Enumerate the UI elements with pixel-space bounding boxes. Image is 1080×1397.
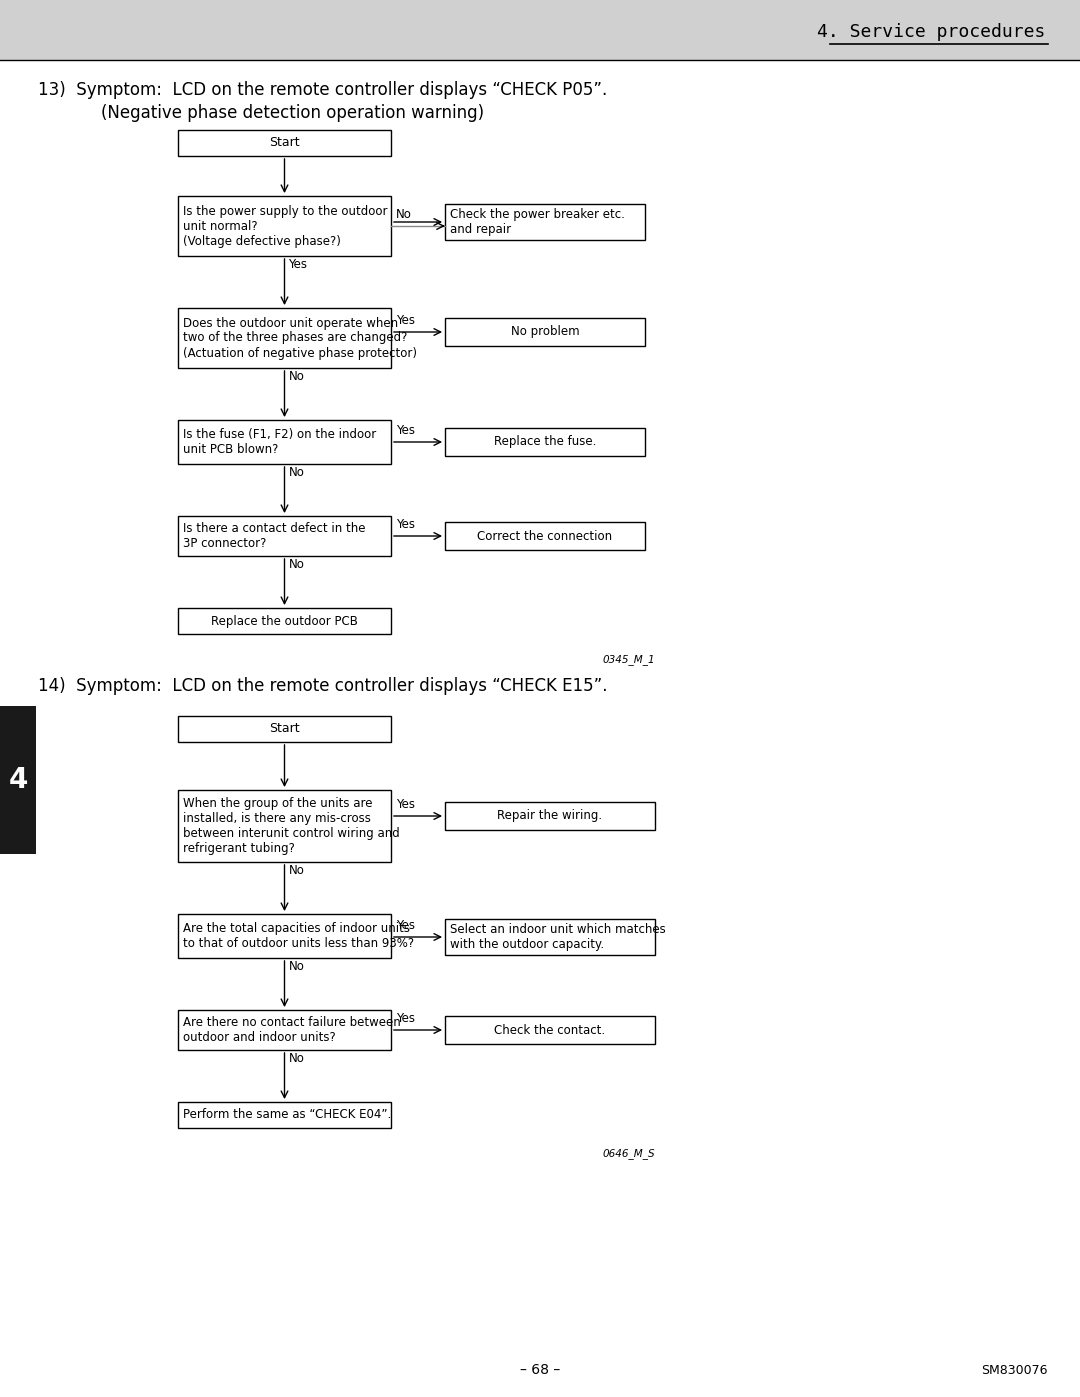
Bar	[445, 919, 654, 956]
Bar	[445, 319, 645, 346]
Text: Correct the connection: Correct the connection	[477, 529, 612, 542]
Bar	[445, 522, 645, 550]
Text: No: No	[288, 370, 305, 383]
Text: Yes: Yes	[396, 919, 415, 932]
Text: Check the contact.: Check the contact.	[495, 1024, 606, 1037]
Bar	[445, 427, 645, 455]
Text: 0345_M_1: 0345_M_1	[603, 654, 654, 665]
Text: No: No	[288, 960, 305, 972]
Text: Replace the fuse.: Replace the fuse.	[494, 436, 596, 448]
Text: Are the total capacities of indoor units
to that of outdoor units less than 93%?: Are the total capacities of indoor units…	[183, 922, 414, 950]
Bar	[178, 130, 391, 156]
Text: Start: Start	[269, 722, 300, 735]
Text: (Negative phase detection operation warning): (Negative phase detection operation warn…	[38, 103, 484, 122]
Text: Replace the outdoor PCB: Replace the outdoor PCB	[211, 615, 357, 627]
Text: When the group of the units are
installed, is there any mis-cross
between interu: When the group of the units are installe…	[183, 798, 400, 855]
Bar	[178, 1102, 391, 1127]
Text: Is the power supply to the outdoor
unit normal?
(Voltage defective phase?): Is the power supply to the outdoor unit …	[183, 204, 388, 247]
Text: No: No	[288, 467, 305, 479]
Bar	[178, 515, 391, 556]
Bar	[178, 1010, 391, 1051]
Text: Yes: Yes	[396, 425, 415, 437]
Text: 4: 4	[9, 766, 28, 793]
Text: Perform the same as “CHECK E04”.: Perform the same as “CHECK E04”.	[183, 1108, 391, 1122]
Text: No: No	[288, 557, 305, 571]
Text: Select an indoor unit which matches
with the outdoor capacity.: Select an indoor unit which matches with…	[450, 923, 665, 951]
Text: – 68 –: – 68 –	[519, 1363, 561, 1377]
Text: No: No	[288, 1052, 305, 1065]
Bar	[178, 307, 391, 367]
Text: Does the outdoor unit operate when
two of the three phases are changed?
(Actuati: Does the outdoor unit operate when two o…	[183, 317, 417, 359]
Text: Check the power breaker etc.
and repair: Check the power breaker etc. and repair	[450, 208, 625, 236]
Text: 4. Service procedures: 4. Service procedures	[816, 22, 1045, 41]
Text: Start: Start	[269, 137, 300, 149]
Bar	[0, 0, 1080, 60]
Bar	[0, 705, 36, 854]
Text: No problem: No problem	[511, 326, 579, 338]
Bar	[445, 802, 654, 830]
Text: 14)  Symptom:  LCD on the remote controller displays “CHECK E15”.: 14) Symptom: LCD on the remote controlle…	[38, 678, 607, 694]
Text: Yes: Yes	[396, 518, 415, 531]
Text: Are there no contact failure between
outdoor and indoor units?: Are there no contact failure between out…	[183, 1016, 401, 1044]
Text: Yes: Yes	[396, 1011, 415, 1025]
Bar	[178, 789, 391, 862]
Text: Yes: Yes	[396, 314, 415, 327]
Text: Repair the wiring.: Repair the wiring.	[498, 809, 603, 823]
Text: SM830076: SM830076	[982, 1363, 1048, 1376]
Bar	[445, 1016, 654, 1044]
Bar	[178, 196, 391, 256]
Text: 0646_M_S: 0646_M_S	[603, 1148, 654, 1160]
Text: No: No	[396, 208, 411, 221]
Bar	[178, 717, 391, 742]
Text: 13)  Symptom:  LCD on the remote controller displays “CHECK P05”.: 13) Symptom: LCD on the remote controlle…	[38, 81, 607, 99]
Bar	[178, 608, 391, 634]
Bar	[445, 204, 645, 240]
Text: Is there a contact defect in the
3P connector?: Is there a contact defect in the 3P conn…	[183, 522, 365, 550]
Bar	[178, 914, 391, 958]
Text: Yes: Yes	[288, 258, 308, 271]
Bar	[178, 420, 391, 464]
Text: Yes: Yes	[396, 798, 415, 812]
Text: No: No	[288, 863, 305, 877]
Text: Is the fuse (F1, F2) on the indoor
unit PCB blown?: Is the fuse (F1, F2) on the indoor unit …	[183, 427, 376, 455]
